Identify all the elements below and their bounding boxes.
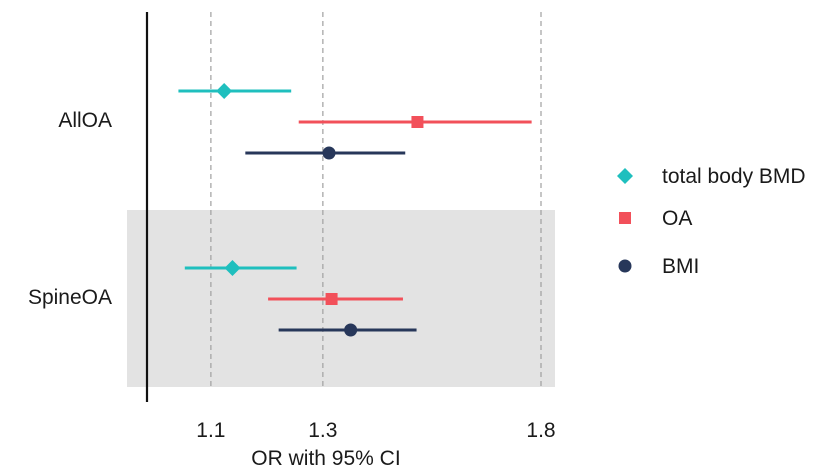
category-label-alloa: AllOA <box>58 109 112 132</box>
series-oa <box>268 116 532 305</box>
point-marker <box>216 83 233 99</box>
x-axis-title: OR with 95% CI <box>251 447 400 470</box>
x-tick-label: 1.3 <box>308 419 337 442</box>
series-total-body-bmd <box>178 83 297 276</box>
legend-key-2 <box>618 259 632 273</box>
legend-label: total body BMD <box>662 165 806 188</box>
legend-label: BMI <box>662 255 699 278</box>
point-marker <box>325 293 338 305</box>
point-marker <box>411 116 424 128</box>
category-label-spineoa: SpineOA <box>28 286 112 309</box>
legend-key-0 <box>617 168 633 184</box>
legend-label: OA <box>662 207 692 230</box>
point-marker <box>322 146 336 160</box>
legend-key-1 <box>619 212 631 224</box>
series-bmi <box>245 146 417 337</box>
x-tick-label: 1.1 <box>196 419 225 442</box>
point-marker <box>224 260 241 276</box>
point-marker <box>344 323 358 337</box>
x-tick-label: 1.8 <box>526 419 555 442</box>
